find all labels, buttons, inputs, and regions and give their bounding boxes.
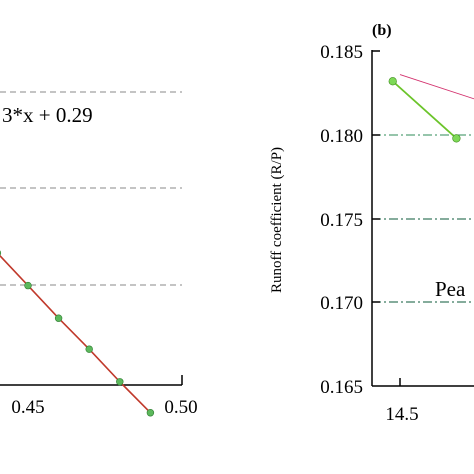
data-point-b-2 — [452, 134, 461, 143]
panel-label-b: (b) — [372, 22, 392, 39]
x-tick-label-a-2: 0.50 — [164, 397, 197, 418]
panel-b: 0.185 0.180 0.175 0.170 0.165 14.5 (b) P… — [269, 22, 474, 425]
data-point-a-2 — [24, 281, 32, 290]
series-line-a-1 — [0, 254, 151, 414]
data-point-b-1 — [388, 77, 397, 86]
y-tick-label-b-2: 0.180 — [320, 126, 363, 147]
y-tick-label-b-4: 0.170 — [320, 293, 363, 314]
data-point-a-1 — [0, 250, 2, 256]
y-tick-label-b-5: 0.165 — [320, 377, 363, 398]
data-point-a-6 — [146, 409, 155, 417]
annotation-text: Pea — [435, 277, 466, 301]
y-tick-label-b-1: 0.185 — [320, 42, 363, 63]
series-line-b-1 — [392, 80, 458, 140]
y-axis-label-b: Runoff coefficient (R/P) — [269, 147, 285, 293]
data-point-a-3 — [54, 314, 63, 322]
x-tick-label-b-1: 14.5 — [385, 404, 418, 425]
panel-a: 3*x + 0.29 0.45 0.50 — [0, 91, 198, 418]
x-tick-label-a-1: 0.45 — [11, 397, 44, 418]
data-point-a-4 — [85, 345, 93, 353]
data-point-a-5 — [116, 378, 124, 386]
series-line-b-2 — [399, 74, 474, 100]
y-tick-label-b-3: 0.175 — [320, 210, 363, 231]
equation-text: 3*x + 0.29 — [2, 103, 93, 127]
